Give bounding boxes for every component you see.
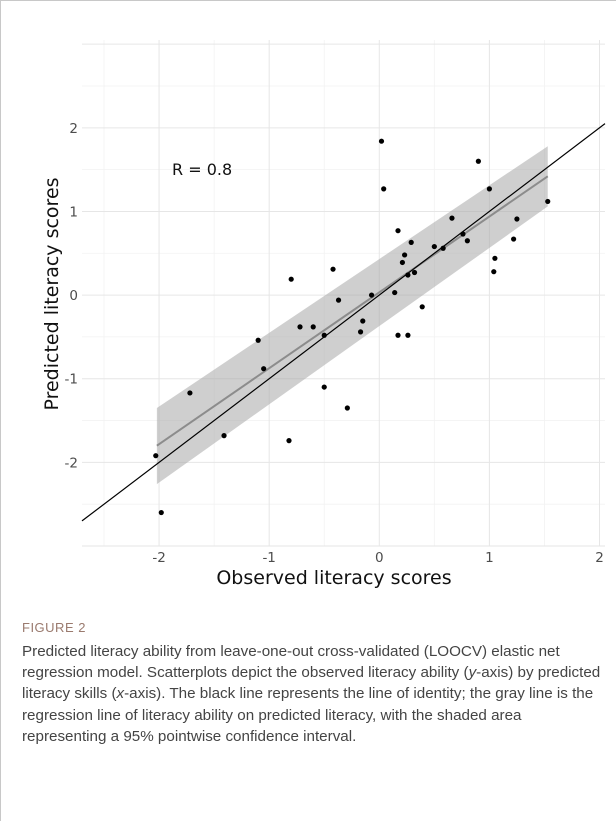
data-point — [395, 332, 401, 338]
x-tick-label: 2 — [595, 550, 604, 566]
y-axis-label: Predicted literacy scores — [41, 177, 63, 410]
caption-fragment: -axis). The black line represents the li… — [22, 685, 594, 745]
data-point — [449, 215, 455, 221]
data-point — [297, 324, 303, 330]
caption-text: Predicted literacy ability from leave-on… — [22, 641, 607, 747]
data-point — [511, 236, 517, 242]
data-point — [392, 289, 398, 296]
data-point — [491, 269, 497, 275]
data-point — [330, 266, 336, 272]
data-point — [321, 384, 327, 390]
x-axis-label: Observed literacy scores — [216, 567, 451, 589]
data-point — [187, 390, 193, 396]
data-point — [360, 318, 366, 324]
data-point — [486, 186, 492, 192]
data-point — [460, 231, 466, 237]
y-tick-label: 0 — [69, 288, 78, 304]
y-tick-label: 2 — [69, 121, 78, 137]
caption-fragment: Predicted literacy ability from leave-on… — [22, 643, 560, 682]
figure-label: FIGURE 2 — [22, 620, 86, 635]
data-point — [402, 252, 408, 258]
data-point — [545, 198, 551, 205]
caption-italic: x — [116, 685, 125, 703]
x-tick-label: 1 — [485, 550, 494, 566]
regression-line — [156, 175, 549, 447]
data-point — [261, 366, 267, 372]
x-tick-label: -1 — [262, 550, 275, 566]
figure-caption: FIGURE 2 Predicted literacy ability from… — [22, 620, 607, 747]
data-point — [357, 329, 364, 335]
data-points — [153, 138, 551, 516]
data-point — [286, 438, 292, 444]
y-tick-label: 1 — [69, 204, 78, 220]
r-annotation: R = 0.8 — [172, 160, 232, 179]
data-point — [395, 228, 401, 234]
minor-gridlines — [82, 40, 605, 546]
data-point — [378, 138, 385, 144]
data-point — [153, 453, 159, 459]
x-tick-labels: -2 -1 0 1 2 — [152, 550, 603, 566]
data-point — [255, 337, 261, 343]
scatter-plot: -2 -1 0 1 2 -2 -1 0 1 2 R = 0.8 Observed literac… — [41, 40, 606, 589]
data-point — [335, 297, 342, 303]
data-point — [344, 405, 350, 411]
data-point — [381, 186, 387, 192]
y-tick-label: -2 — [65, 455, 78, 471]
data-point — [321, 332, 327, 338]
caption-italic: y — [468, 664, 477, 682]
data-point — [158, 509, 164, 516]
data-point — [408, 239, 414, 245]
y-tick-label: -1 — [65, 372, 78, 388]
data-point — [310, 324, 316, 330]
data-point — [475, 158, 481, 164]
data-point — [514, 216, 520, 222]
data-point — [431, 243, 437, 250]
identity-line — [81, 123, 606, 522]
caption-fragment: -axis) by predicted literacy skills ( — [22, 664, 601, 703]
data-point — [405, 332, 411, 338]
data-point — [405, 272, 411, 278]
data-point — [221, 433, 227, 439]
data-point — [288, 276, 294, 282]
data-point — [411, 269, 418, 276]
data-point — [440, 245, 446, 251]
data-point — [419, 304, 425, 310]
x-tick-label: -2 — [152, 550, 165, 566]
data-point — [464, 238, 470, 244]
frame-top-border — [0, 0, 616, 1]
data-point — [399, 259, 406, 266]
x-tick-label: 0 — [375, 550, 384, 566]
data-point — [368, 292, 375, 298]
frame-left-border — [0, 0, 1, 821]
y-tick-labels: -2 -1 0 1 2 — [65, 121, 78, 472]
data-point — [492, 255, 498, 261]
